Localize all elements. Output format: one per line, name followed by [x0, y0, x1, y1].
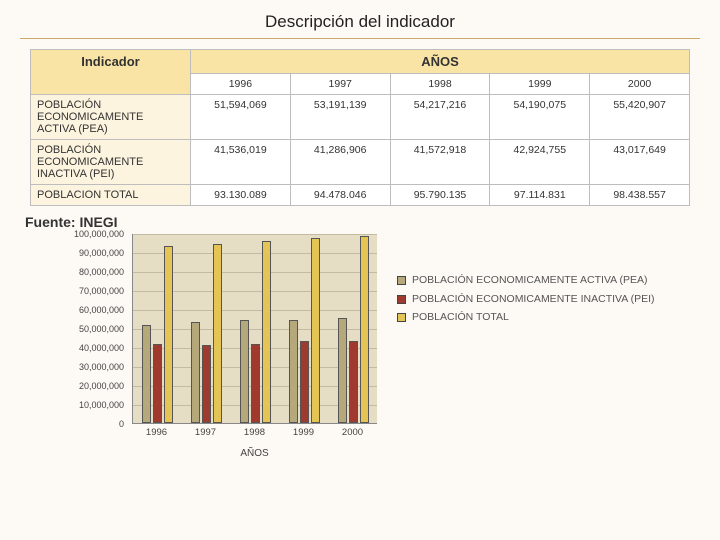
chart-y-tick-label: 40,000,000 [79, 343, 124, 353]
cell: 94.478.046 [290, 185, 390, 206]
chart-y-tick-label: 20,000,000 [79, 381, 124, 391]
chart-gridline [133, 234, 377, 235]
year-sub: 1997 [290, 74, 390, 95]
chart-legend-label: POBLACIÓN TOTAL [412, 311, 509, 324]
table-row: POBLACIÓN ECONOMICAMENTE INACTIVA (PEI) … [31, 140, 690, 185]
indicator-label: POBLACIÓN ECONOMICAMENTE ACTIVA (PEA) [31, 95, 191, 140]
chart-bar [289, 320, 298, 423]
chart-bar [349, 341, 358, 423]
chart-legend-row: POBLACIÓN ECONOMICAMENTE INACTIVA (PEI) [397, 293, 667, 306]
table-row: POBLACIÓN ECONOMICAMENTE ACTIVA (PEA) 51… [31, 95, 690, 140]
cell: 42,924,755 [490, 140, 590, 185]
chart-x-tick-label: 1997 [182, 427, 230, 438]
chart-y-tick-label: 90,000,000 [79, 248, 124, 258]
title-rule [20, 38, 700, 39]
chart-bar [311, 238, 320, 423]
chart-y-tick-label: 0 [119, 419, 124, 429]
data-table: Indicador AÑOS 1996 1997 1998 1999 2000 … [30, 49, 690, 206]
cell: 97.114.831 [490, 185, 590, 206]
cell: 98.438.557 [590, 185, 690, 206]
chart-x-tick-label: 1998 [231, 427, 279, 438]
indicator-header: Indicador [31, 50, 191, 95]
chart-x-tick-label: 2000 [329, 427, 377, 438]
chart-bar [142, 325, 151, 423]
chart-bar [153, 344, 162, 423]
chart-y-tick-label: 80,000,000 [79, 267, 124, 277]
chart-bar [262, 241, 271, 423]
year-sub: 1999 [490, 74, 590, 95]
chart-container: 0 10,000,000 20,000,000 30,000,000 40,000,00… [52, 234, 672, 469]
chart-legend-row: POBLACIÓN TOTAL [397, 311, 667, 324]
chart-y-tick-label: 100,000,000 [74, 229, 124, 239]
cell: 95.790.135 [390, 185, 490, 206]
chart-bar [338, 318, 347, 423]
chart-legend-swatch [397, 313, 406, 322]
table-row: POBLACION TOTAL 93.130.089 94.478.046 95… [31, 185, 690, 206]
chart-bar [251, 344, 260, 423]
chart-x-axis-title: AÑOS [132, 448, 377, 459]
indicator-label: POBLACIÓN ECONOMICAMENTE INACTIVA (PEI) [31, 140, 191, 185]
chart-plot-area [132, 234, 377, 424]
cell: 41,572,918 [390, 140, 490, 185]
chart-legend-label: POBLACIÓN ECONOMICAMENTE INACTIVA (PEI) [412, 293, 655, 306]
chart-bar [164, 246, 173, 423]
chart-x-tick-label: 1996 [133, 427, 181, 438]
chart-bar [240, 320, 249, 423]
chart-y-tick-label: 30,000,000 [79, 362, 124, 372]
cell: 55,420,907 [590, 95, 690, 140]
year-sub: 2000 [590, 74, 690, 95]
cell: 93.130.089 [191, 185, 291, 206]
cell: 41,286,906 [290, 140, 390, 185]
chart-y-tick-label: 10,000,000 [79, 400, 124, 410]
cell: 54,217,216 [390, 95, 490, 140]
cell: 53,191,139 [290, 95, 390, 140]
cell: 54,190,075 [490, 95, 590, 140]
chart-legend-swatch [397, 276, 406, 285]
chart-legend: POBLACIÓN ECONOMICAMENTE ACTIVA (PEA) POB… [397, 274, 667, 330]
chart-legend-row: POBLACIÓN ECONOMICAMENTE ACTIVA (PEA) [397, 274, 667, 287]
chart-x-tick-label: 1999 [280, 427, 328, 438]
chart-legend-label: POBLACIÓN ECONOMICAMENTE ACTIVA (PEA) [412, 274, 648, 287]
indicator-label: POBLACION TOTAL [31, 185, 191, 206]
chart-legend-swatch [397, 295, 406, 304]
chart-y-tick-label: 50,000,000 [79, 324, 124, 334]
chart-y-tick-label: 70,000,000 [79, 286, 124, 296]
cell: 41,536,019 [191, 140, 291, 185]
year-sub: 1998 [390, 74, 490, 95]
chart-bar [191, 322, 200, 423]
chart-bar [300, 341, 309, 423]
page-title: Descripción del indicador [0, 0, 720, 38]
cell: 43,017,649 [590, 140, 690, 185]
chart-bar [202, 345, 211, 423]
years-header: AÑOS [191, 50, 690, 74]
data-table-container: Indicador AÑOS 1996 1997 1998 1999 2000 … [0, 49, 720, 206]
chart-bar [213, 244, 222, 424]
chart-y-tick-label: 60,000,000 [79, 305, 124, 315]
year-sub: 1996 [191, 74, 291, 95]
cell: 51,594,069 [191, 95, 291, 140]
chart-bar [360, 236, 369, 423]
